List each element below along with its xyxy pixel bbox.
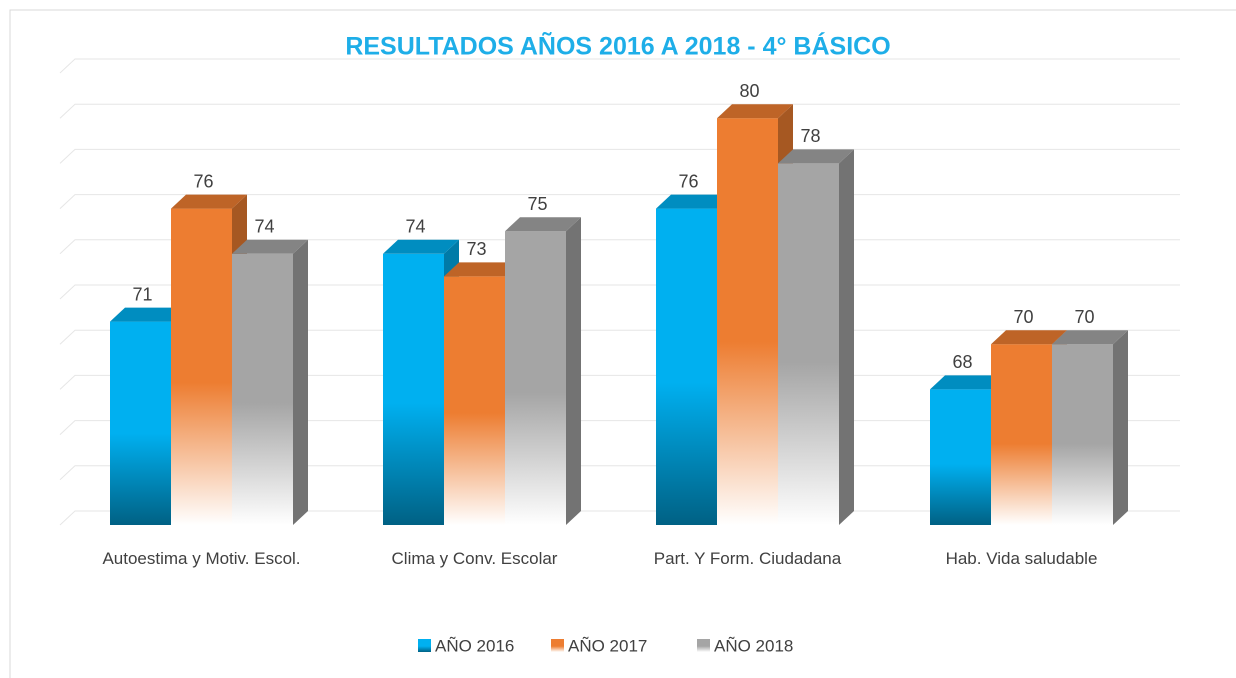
bar-top bbox=[656, 194, 732, 209]
bar-top bbox=[930, 375, 1006, 390]
bar-side bbox=[1113, 330, 1128, 525]
bar-top bbox=[1052, 330, 1128, 345]
bar-side bbox=[566, 217, 581, 525]
chart-border bbox=[9, 9, 1236, 678]
x-tick-label: Part. Y Form. Ciudadana bbox=[653, 549, 842, 568]
data-label: 75 bbox=[527, 194, 547, 214]
x-tick-label: Hab. Vida saludable bbox=[945, 549, 1098, 568]
chart-title: RESULTADOS AÑOS 2016 A 2018 - 4° BÁSICO bbox=[345, 31, 890, 61]
data-label: 78 bbox=[800, 126, 820, 146]
bar-top bbox=[717, 104, 793, 119]
bar bbox=[383, 253, 444, 526]
legend-label: AÑO 2018 bbox=[714, 636, 793, 655]
bar bbox=[110, 321, 171, 525]
data-label: 70 bbox=[1074, 307, 1094, 327]
data-label: 76 bbox=[193, 171, 213, 191]
bar bbox=[991, 344, 1052, 525]
data-label: 76 bbox=[678, 171, 698, 191]
data-label: 71 bbox=[132, 284, 152, 304]
bar-top bbox=[444, 262, 520, 277]
bar-top bbox=[505, 217, 581, 232]
bar bbox=[171, 208, 232, 525]
x-tick-label: Clima y Conv. Escolar bbox=[391, 549, 558, 568]
legend-swatch bbox=[697, 639, 710, 652]
grid-line bbox=[59, 58, 1180, 74]
bar bbox=[930, 389, 991, 525]
data-label: 70 bbox=[1013, 307, 1033, 327]
x-tick-label: Autoestima y Motiv. Escol. bbox=[102, 549, 301, 568]
legend-label: AÑO 2016 bbox=[435, 636, 514, 655]
bar-top bbox=[778, 149, 854, 164]
data-label: 80 bbox=[739, 81, 759, 101]
data-label: 68 bbox=[952, 352, 972, 372]
bar-top bbox=[232, 239, 308, 254]
bar bbox=[444, 276, 505, 525]
bar bbox=[778, 163, 839, 525]
bar-side bbox=[839, 149, 854, 525]
data-label: 74 bbox=[254, 217, 274, 237]
bar-top bbox=[171, 194, 247, 209]
bar-top bbox=[110, 307, 186, 322]
bar-top bbox=[991, 330, 1067, 345]
bar bbox=[505, 231, 566, 525]
legend-swatch bbox=[418, 639, 431, 652]
data-label: 74 bbox=[405, 217, 425, 237]
bar-side bbox=[293, 239, 308, 526]
data-label: 73 bbox=[466, 239, 486, 259]
bar bbox=[656, 208, 717, 525]
legend-swatch bbox=[551, 639, 564, 652]
grid-line bbox=[59, 148, 1180, 164]
bar bbox=[1052, 344, 1113, 525]
bar-top bbox=[383, 239, 459, 254]
grid-line bbox=[59, 103, 1180, 119]
legend-label: AÑO 2017 bbox=[568, 636, 647, 655]
bar bbox=[717, 118, 778, 525]
bar bbox=[232, 253, 293, 526]
